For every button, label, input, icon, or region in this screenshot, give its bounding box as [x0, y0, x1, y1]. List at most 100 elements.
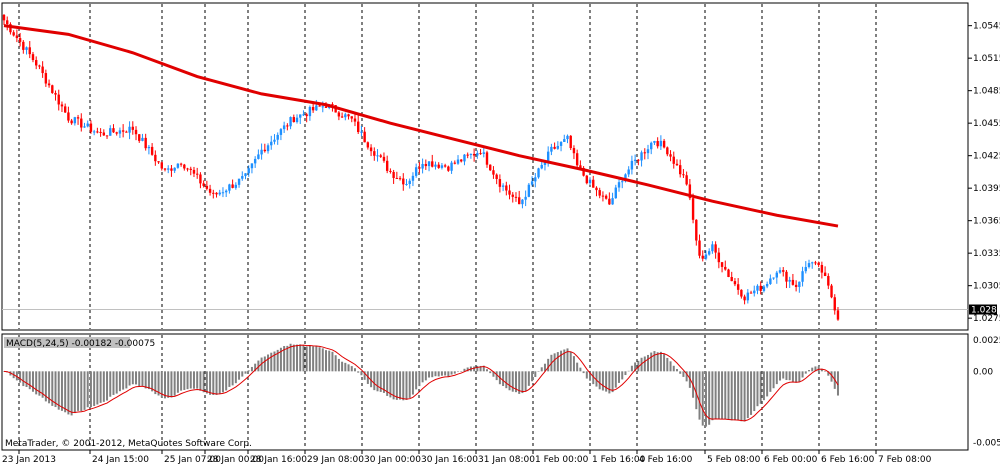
macd-bar	[315, 346, 318, 372]
candle-body	[47, 83, 51, 86]
macd-bar	[344, 362, 347, 372]
candle-body	[253, 158, 257, 164]
candle-body	[299, 114, 302, 118]
candle-body	[286, 125, 289, 127]
macd-bar	[164, 371, 166, 399]
macd-bar	[308, 345, 311, 372]
candle-body	[157, 161, 160, 163]
time-tick-label: 24 Jan 15:00	[92, 455, 149, 465]
candle-body	[35, 60, 38, 66]
candle-body	[331, 104, 334, 106]
candle-body	[212, 192, 215, 194]
candle-body	[418, 167, 421, 169]
macd-bar	[279, 347, 282, 372]
candle-body	[823, 272, 827, 277]
vertical-grid	[18, 4, 877, 449]
macd-bar	[701, 371, 704, 426]
macd-bar	[257, 360, 260, 372]
macd-bar	[209, 371, 212, 395]
candle-body	[569, 135, 572, 149]
macd-bar	[453, 371, 456, 374]
macd-bar	[395, 371, 398, 400]
macd-bar	[756, 371, 759, 407]
candle-body	[83, 126, 86, 128]
macd-bar	[788, 371, 791, 381]
macd-bar	[492, 371, 495, 377]
candle-body	[405, 184, 408, 186]
macd-bar	[589, 371, 592, 381]
candle-body	[28, 47, 31, 55]
macd-bar	[60, 371, 63, 411]
macd-bar	[653, 351, 656, 372]
candle-body	[134, 129, 138, 135]
candle-body	[534, 177, 537, 182]
macd-bar	[318, 347, 321, 372]
candle-body	[466, 154, 469, 156]
macd-bar	[569, 351, 572, 372]
ma-line	[3, 24, 839, 228]
candle-body	[44, 73, 48, 84]
candle-body	[759, 285, 762, 291]
macd-bar	[347, 364, 350, 372]
macd-bar	[779, 371, 782, 381]
candle-body	[814, 262, 817, 264]
candle-body	[105, 135, 109, 137]
macd-bar	[283, 346, 286, 372]
macd-bar	[611, 371, 614, 393]
candle-body	[498, 179, 502, 187]
macd-bar	[122, 371, 125, 390]
macd-bar	[250, 366, 253, 372]
main-price-panel[interactable]	[1, 2, 969, 331]
macd-signal-line	[3, 344, 839, 422]
macd-bar	[415, 371, 418, 390]
candle-body	[86, 123, 89, 127]
candle-body	[666, 147, 669, 155]
macd-bar	[495, 371, 498, 381]
current-price-badge	[969, 304, 997, 315]
macd-bar	[411, 371, 414, 395]
time-tick-label: 23 Jan 2013	[2, 455, 56, 465]
time-tick-label: 4 Feb 16:00	[639, 455, 693, 465]
candle-body	[228, 184, 231, 191]
candle-body	[305, 114, 308, 117]
price-tick-label: 1.0545	[973, 22, 1000, 32]
macd-bar	[51, 371, 54, 406]
candle-body	[511, 194, 514, 197]
candle-body	[624, 174, 627, 182]
macd-bar	[486, 369, 488, 372]
macd-bar	[202, 371, 205, 393]
macd-bar	[77, 371, 80, 411]
macd-bar	[717, 371, 720, 420]
candle-body	[96, 131, 99, 133]
macd-bar	[73, 371, 76, 414]
macd-bar	[353, 368, 356, 372]
candle-body	[633, 159, 637, 161]
candle-body	[575, 153, 579, 166]
candle-body	[163, 168, 167, 170]
candle-body	[80, 118, 83, 128]
candle-body	[440, 165, 444, 168]
candle-body	[508, 190, 511, 195]
candle-body	[315, 105, 318, 111]
macd-bar	[31, 371, 34, 392]
macd-bar	[791, 371, 794, 382]
macd-bar	[820, 368, 823, 372]
macd-bar	[83, 371, 86, 410]
macd-bar	[64, 371, 67, 413]
macd-bar	[67, 371, 70, 415]
candle-body	[131, 126, 134, 130]
macd-bar	[663, 354, 666, 372]
candle-body	[408, 180, 411, 185]
macd-bar	[621, 371, 624, 380]
macd-bar	[547, 358, 550, 372]
candle-body	[176, 163, 180, 168]
macd-panel[interactable]	[1, 333, 969, 451]
candle-body	[717, 252, 721, 263]
candle-body	[344, 114, 347, 118]
candle-body	[563, 139, 566, 142]
macd-bar	[325, 350, 327, 372]
candle-body	[714, 244, 717, 253]
macd-bar	[466, 367, 469, 372]
candle-body	[263, 149, 267, 152]
